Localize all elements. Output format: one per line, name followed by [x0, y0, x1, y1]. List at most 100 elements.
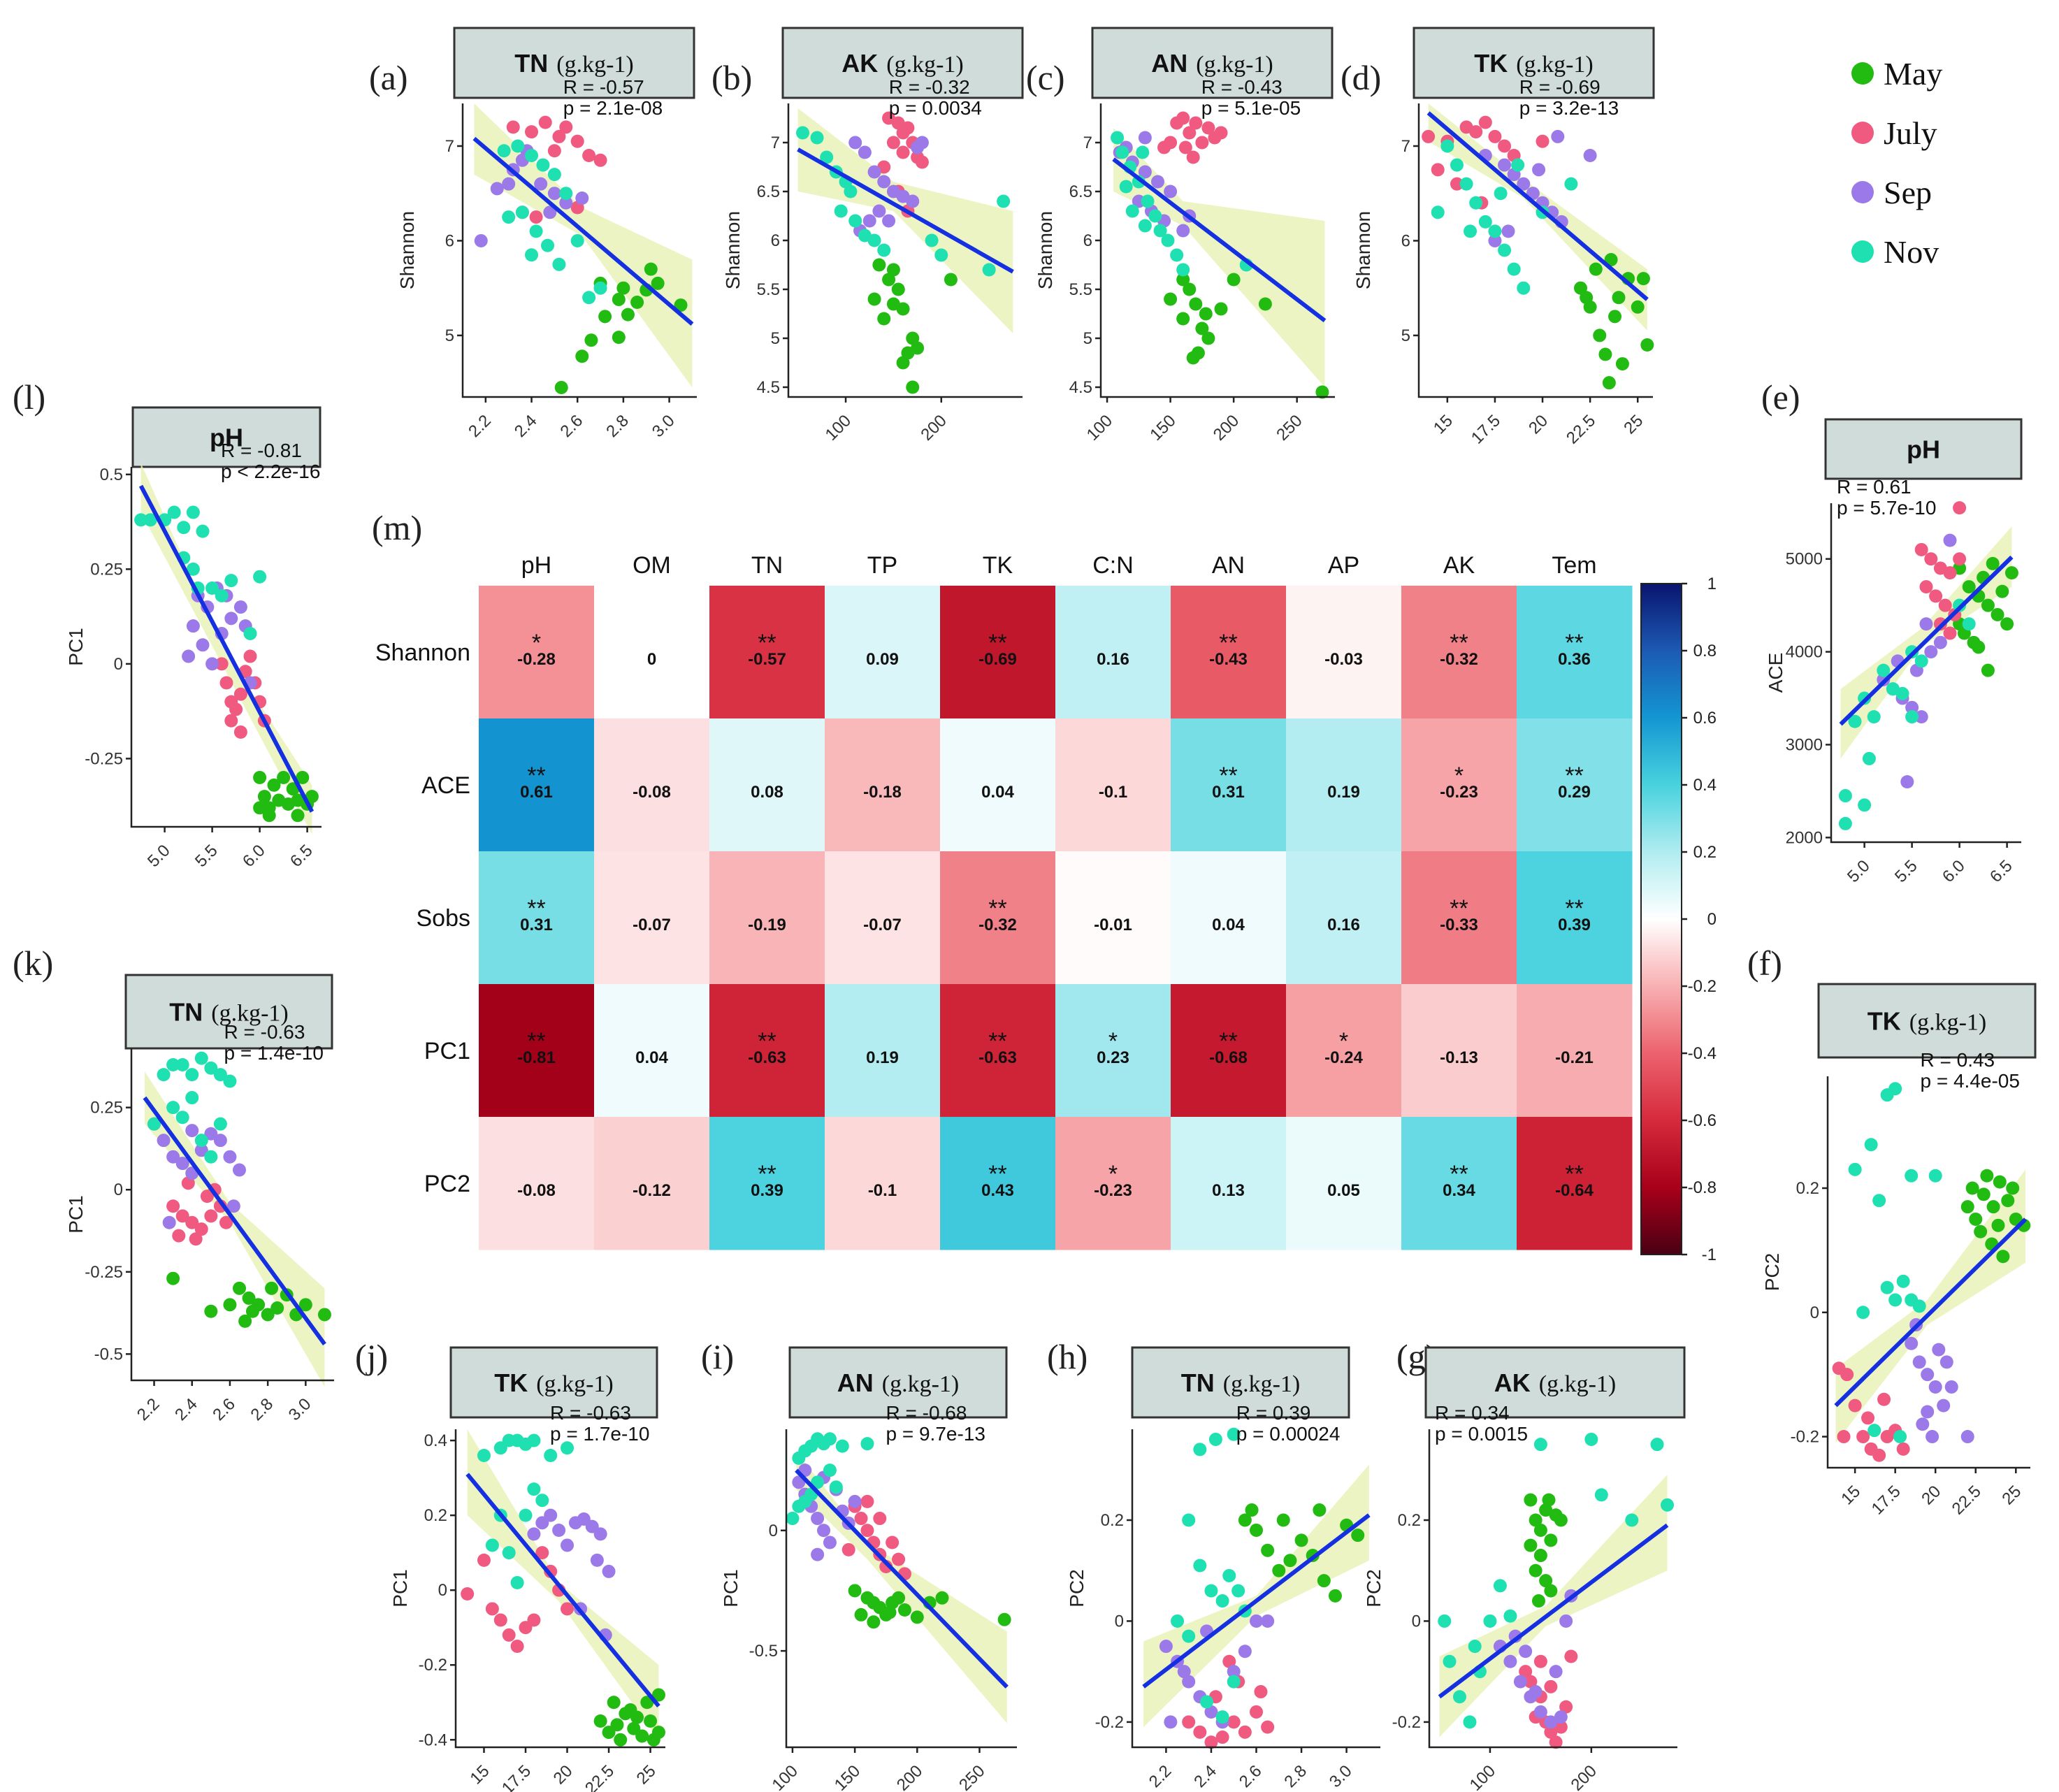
- point-nov: [185, 1068, 199, 1082]
- point-july: [1872, 1448, 1886, 1462]
- heatmap-cell: [479, 586, 595, 719]
- point-nov: [1856, 1306, 1870, 1320]
- point-sep: [226, 1199, 240, 1213]
- heatmap-value: -0.23: [1094, 1181, 1132, 1200]
- point-nov: [1858, 798, 1872, 812]
- point-sep: [1529, 1685, 1543, 1699]
- heatmap-value: -0.12: [633, 1181, 671, 1200]
- point-nov: [1450, 158, 1464, 172]
- panel-title: pH: [1907, 435, 1940, 464]
- regression-line: [797, 147, 1014, 274]
- point-nov: [1138, 219, 1152, 233]
- point-nov: [1459, 177, 1473, 191]
- x-tick-label: 5.0: [1844, 856, 1874, 886]
- panel-header: [131, 406, 322, 468]
- point-sep: [811, 1512, 825, 1526]
- heatmap-value: 0.61: [520, 783, 553, 802]
- legend-label-nov: Nov: [1884, 234, 1939, 270]
- point-nov: [519, 1508, 533, 1522]
- point-may: [291, 809, 305, 823]
- point-sep: [547, 187, 561, 201]
- y-axis-label: PC2: [1066, 1569, 1088, 1607]
- point-july: [1222, 1654, 1236, 1668]
- point-nov: [1193, 1559, 1207, 1573]
- heatmap-value: 0.31: [520, 916, 553, 934]
- heatmap-column-label: TK: [983, 552, 1013, 579]
- panel-label: (c): [1026, 58, 1065, 97]
- point-nov: [1111, 131, 1125, 145]
- stat-r: R = -0.69: [1519, 76, 1601, 98]
- point-sep: [490, 182, 504, 196]
- heatmap-value: 0.43: [981, 1181, 1014, 1200]
- point-sep: [1944, 1380, 1958, 1394]
- point-nov: [1928, 1169, 1942, 1183]
- panel-header: [1091, 27, 1334, 99]
- y-tick-label: 0.2: [424, 1506, 447, 1525]
- heatmap-cell: [1055, 1117, 1171, 1250]
- stat-p: p = 5.7e-10: [1837, 497, 1936, 519]
- panel-j: (j) TK (g.kg-1) -0.4 -0.2 0 0.2 0.4 15 17.5 20 22.5…: [355, 1337, 665, 1792]
- point-nov: [175, 1058, 189, 1072]
- heatmap-cell: [709, 1117, 825, 1250]
- heatmap-cell: [479, 851, 595, 985]
- point-nov: [1503, 1609, 1517, 1623]
- panel-unit: (g.kg-1): [1539, 1371, 1616, 1397]
- stat-p: p = 1.4e-10: [224, 1042, 324, 1064]
- point-sep: [1932, 1343, 1946, 1357]
- x-tick-label: 15: [1430, 411, 1457, 438]
- confidence-band: [474, 103, 693, 388]
- y-tick-label: 0.2: [1796, 1179, 1819, 1198]
- point-july: [1238, 1725, 1252, 1739]
- confidence-band: [140, 463, 312, 834]
- stat-r: R = -0.43: [1201, 76, 1283, 98]
- y-tick-label: 4.5: [757, 378, 780, 397]
- point-july: [1896, 1442, 1910, 1456]
- point-may: [1981, 663, 1995, 677]
- heatmap-cell: [1055, 984, 1171, 1118]
- point-may: [944, 273, 958, 287]
- heatmap-value: 0.04: [1212, 916, 1245, 934]
- point-may: [2004, 566, 2018, 580]
- point-may: [1960, 1200, 1974, 1214]
- point-nov: [823, 1432, 837, 1446]
- panel-title: TK (g.kg-1): [1867, 1007, 1986, 1036]
- x-tick-label: 25: [1998, 1482, 2025, 1508]
- point-july: [1837, 1430, 1851, 1444]
- y-tick-label: 0: [1412, 1612, 1421, 1631]
- point-may: [584, 333, 598, 347]
- point-may: [892, 1591, 906, 1605]
- heatmap-value: -0.81: [517, 1048, 556, 1067]
- confidence-band: [1143, 1464, 1369, 1728]
- point-july: [215, 657, 229, 671]
- axes: [787, 103, 1023, 398]
- point-nov: [1176, 263, 1190, 277]
- point-sep: [543, 205, 557, 219]
- point-july: [1261, 1720, 1275, 1734]
- heatmap-cell: [1171, 586, 1287, 719]
- point-nov: [982, 263, 996, 277]
- point-nov: [867, 233, 881, 247]
- heatmap-column-label: C:N: [1092, 552, 1134, 579]
- point-july: [1919, 580, 1933, 594]
- heatmap-column-label: AN: [1212, 552, 1245, 579]
- x-tick-label: 22.5: [581, 1761, 618, 1792]
- y-tick-label: -0.2: [1791, 1428, 1819, 1447]
- point-sep: [175, 1157, 189, 1171]
- point-nov: [1468, 1640, 1482, 1654]
- point-nov: [1896, 1274, 1910, 1288]
- point-nov: [1594, 1488, 1608, 1502]
- point-nov: [243, 627, 257, 641]
- point-nov: [167, 505, 181, 519]
- y-tick-label: 0: [1115, 1612, 1124, 1631]
- y-tick-label: 0: [114, 1180, 123, 1199]
- point-nov: [1838, 789, 1852, 803]
- point-may: [1539, 1503, 1553, 1517]
- point-sep: [196, 638, 210, 652]
- point-july: [873, 1512, 887, 1526]
- point-nov: [1463, 1715, 1477, 1729]
- axes: [130, 467, 322, 828]
- point-may: [891, 282, 905, 296]
- x-tick-label: 250: [955, 1761, 988, 1792]
- point-nov: [1161, 233, 1175, 247]
